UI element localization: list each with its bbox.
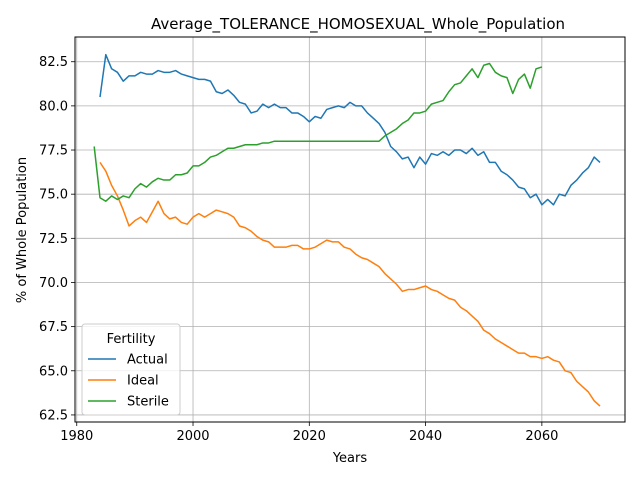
series-line-sterile [93,62,543,202]
x-tick-label: 2040 [409,429,442,444]
y-axis: 62.5 65.0 67.5 70.0 72.5 75.0 77.5 80.0 82.5 [39,55,75,423]
x-axis: 1980 2000 2020 2040 2060 [60,422,558,444]
y-tick-label: 72.5 [39,232,68,247]
y-tick-label: 62.5 [39,408,68,423]
y-axis-label: % of Whole Population [15,157,30,303]
series-line-actual [99,53,601,206]
y-tick-label: 80.0 [39,99,68,114]
x-tick-label: 2060 [525,429,558,444]
legend: Fertility Actual Ideal Sterile [81,323,181,416]
x-tick-label: 2020 [293,429,326,444]
series-layer [93,53,601,407]
plot-frame [74,36,626,423]
y-tick-label: 82.5 [39,55,68,70]
legend-box [81,323,181,416]
legend-label-sterile: Sterile [127,395,169,410]
legend-entries: Actual Ideal Sterile [88,353,169,410]
y-tick-label: 77.5 [39,144,68,159]
y-tick-label: 75.0 [39,188,68,203]
y-tick-label: 67.5 [39,320,68,335]
legend-label-actual: Actual [127,353,168,368]
x-tick-label: 2000 [176,429,209,444]
y-tick-label: 65.0 [39,364,68,379]
x-axis-label: Years [332,451,368,466]
legend-label-ideal: Ideal [127,374,159,389]
y-tick-label: 70.0 [39,276,68,291]
legend-title: Fertility [107,332,156,347]
series-line-ideal [99,161,601,407]
x-tick-label: 1980 [60,429,93,444]
chart-title: Average_TOLERANCE_HOMOSEXUAL_Whole_Popul… [151,15,565,34]
